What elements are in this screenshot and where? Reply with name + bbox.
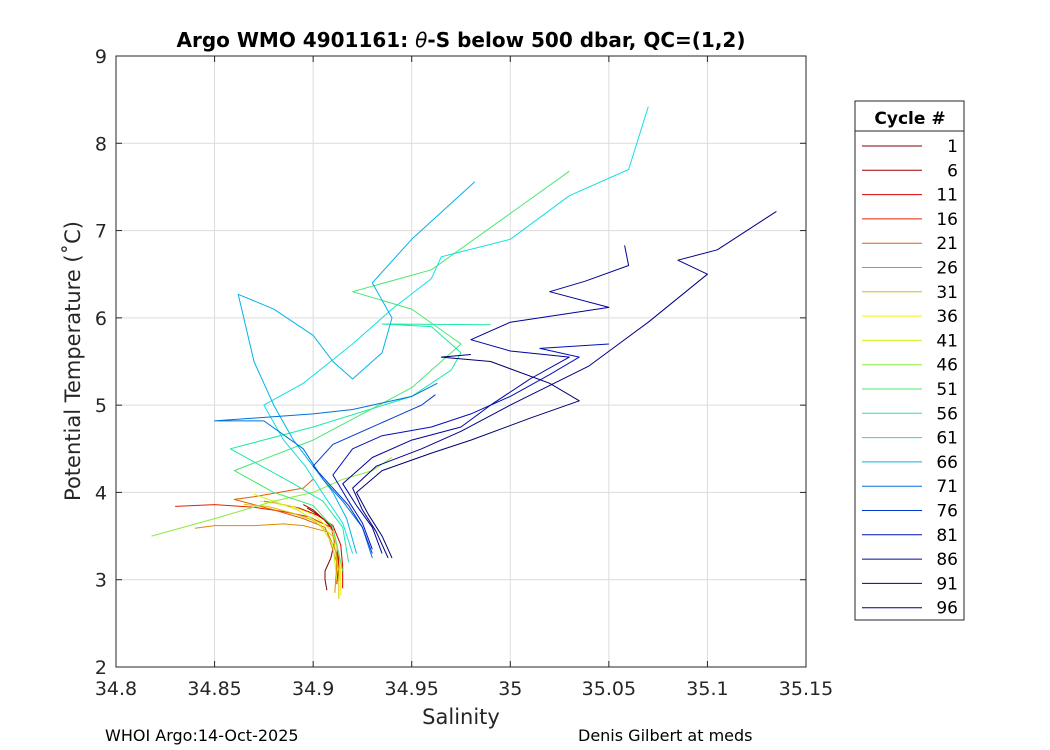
plot-frame xyxy=(115,55,807,668)
legend-label-41: 41 xyxy=(936,331,958,351)
x-tick-label: 35.15 xyxy=(779,678,833,700)
y-tick-label: 8 xyxy=(95,133,107,155)
x-tick-label: 35.1 xyxy=(686,678,728,700)
legend-label-61: 61 xyxy=(936,429,958,449)
series-line-cycle-46 xyxy=(151,457,393,537)
x-tick-label: 34.8 xyxy=(95,678,137,700)
x-axis-ticks: 34.8 34.85 34.9 34.95 35 35.05 35.1 35.15 xyxy=(95,56,833,700)
series-line-cycle-81 xyxy=(332,343,609,550)
series-layer xyxy=(151,106,777,599)
legend-label-76: 76 xyxy=(936,502,958,522)
legend-title: Cycle # xyxy=(874,109,945,129)
y-tick-label: 6 xyxy=(95,308,107,330)
legend-label-16: 16 xyxy=(936,210,958,230)
plot-area xyxy=(116,56,806,667)
series-line-cycle-96 xyxy=(356,354,580,559)
y-tick-label: 3 xyxy=(95,570,107,592)
series-line-cycle-76 xyxy=(312,394,436,554)
legend-label-46: 46 xyxy=(936,356,958,376)
x-tick-label: 34.9 xyxy=(292,678,334,700)
legend-label-96: 96 xyxy=(936,599,958,619)
legend-label-6: 6 xyxy=(947,161,958,181)
legend-label-66: 66 xyxy=(936,453,958,473)
series-line-cycle-91 xyxy=(352,210,777,559)
series-line-cycle-51 xyxy=(233,170,570,572)
legend-label-86: 86 xyxy=(936,550,958,570)
legend-label-31: 31 xyxy=(936,283,958,303)
legend-label-11: 11 xyxy=(936,186,958,206)
legend-label-26: 26 xyxy=(936,259,958,279)
footer-left: WHOI Argo:14-Oct-2025 xyxy=(105,726,299,745)
footer-right: Denis Gilbert at meds xyxy=(578,726,752,745)
y-tick-label: 5 xyxy=(95,395,107,417)
series-line-cycle-26 xyxy=(194,523,338,593)
y-axis-label: Potential Temperature (˚C) xyxy=(61,221,85,501)
legend-box xyxy=(854,100,965,621)
legend-label-81: 81 xyxy=(936,526,958,546)
y-tick-label: 9 xyxy=(95,46,107,68)
y-tick-label: 7 xyxy=(95,221,107,243)
series-line-cycle-71 xyxy=(214,382,438,559)
chart-title-prefix: Argo WMO 4901161: xyxy=(177,28,416,52)
legend-label-1: 1 xyxy=(947,137,958,157)
x-tick-label: 35.05 xyxy=(582,678,636,700)
series-line-cycle-41 xyxy=(253,493,338,580)
legend-label-21: 21 xyxy=(936,234,958,254)
chart-title-theta-symbol: θ xyxy=(415,28,427,52)
x-tick-label: 34.85 xyxy=(187,678,241,700)
y-tick-label: 2 xyxy=(95,657,107,679)
x-tick-label: 35 xyxy=(498,678,522,700)
legend-label-51: 51 xyxy=(936,380,958,400)
series-line-cycle-31 xyxy=(244,504,340,599)
series-line-cycle-86 xyxy=(342,245,630,554)
chart-title: Argo WMO 4901161: θ-S below 500 dbar, QC… xyxy=(177,28,746,52)
series-line-cycle-61 xyxy=(263,106,649,554)
legend-label-56: 56 xyxy=(936,404,958,424)
chart-title-suffix: -S below 500 dbar, QC=(1,2) xyxy=(427,28,745,52)
y-axis-ticks: 2 3 4 5 6 7 8 9 xyxy=(95,46,806,679)
legend-label-36: 36 xyxy=(936,307,958,327)
legend-label-91: 91 xyxy=(936,574,958,594)
series-line-cycle-56 xyxy=(229,323,491,563)
y-tick-label: 4 xyxy=(95,482,107,504)
legend-label-71: 71 xyxy=(936,477,958,497)
x-axis-label: Salinity xyxy=(422,705,500,729)
x-tick-label: 34.95 xyxy=(385,678,439,700)
legend: Cycle # 16111621263136414651566166717681… xyxy=(854,100,965,621)
